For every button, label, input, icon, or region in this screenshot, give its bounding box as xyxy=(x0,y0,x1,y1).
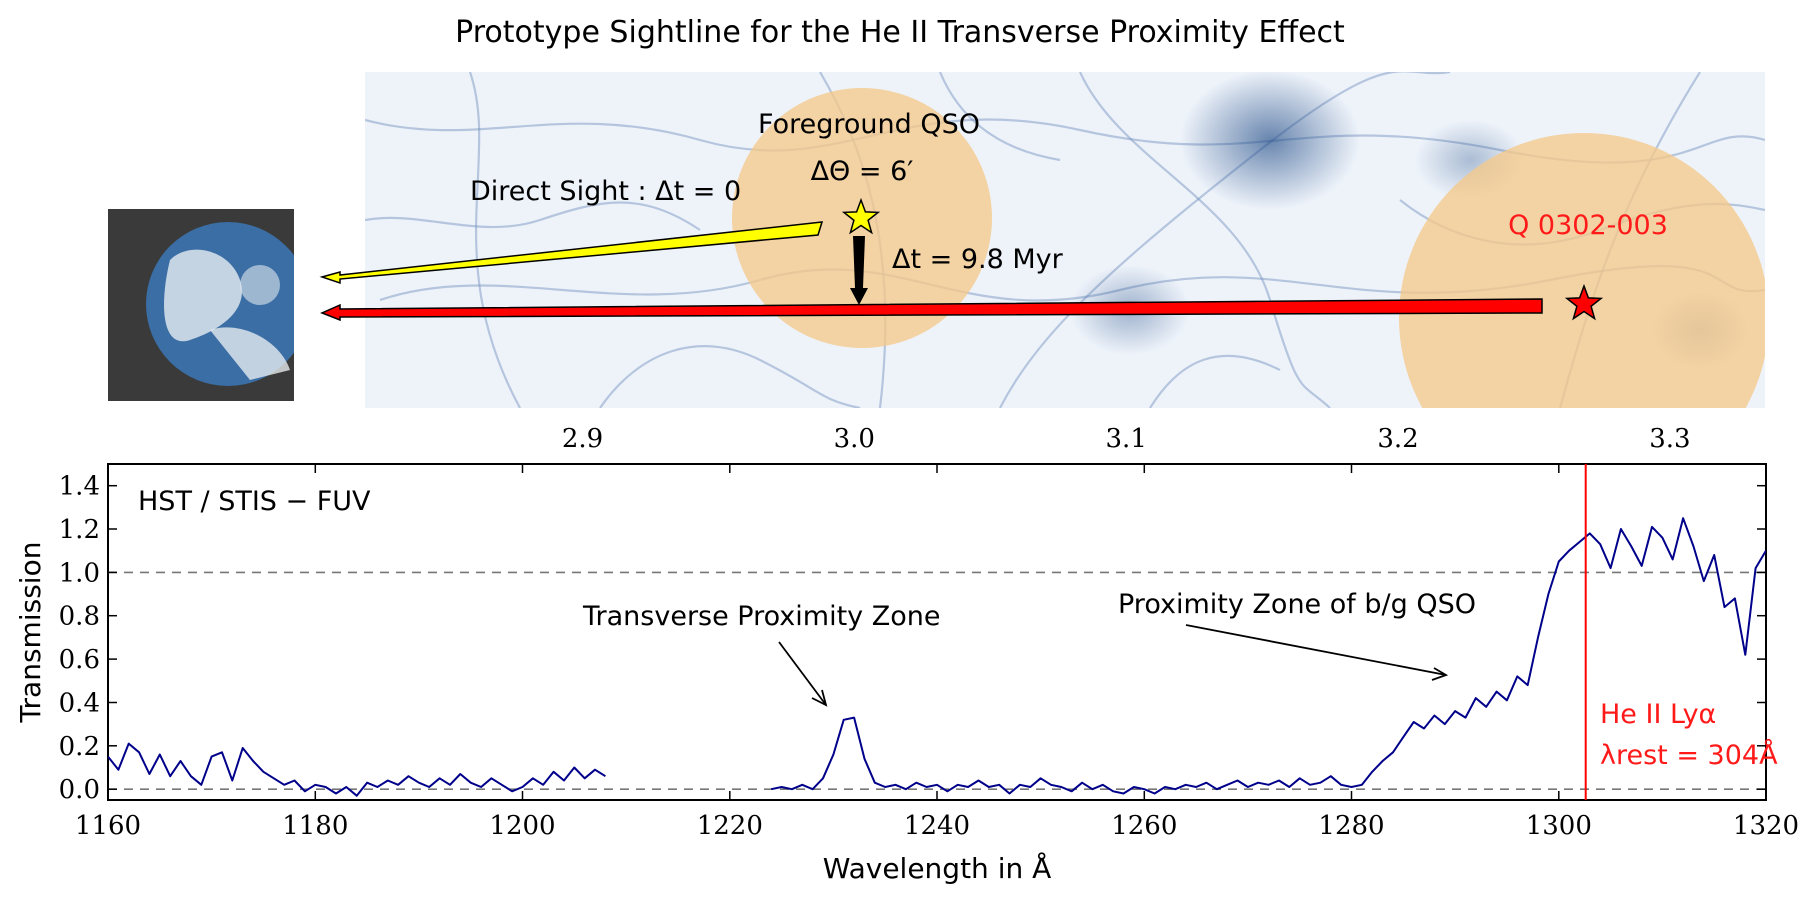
y-tick-label: 0.8 xyxy=(59,602,100,632)
x-tick-label: 1200 xyxy=(489,811,555,841)
x-tick-label: 1280 xyxy=(1318,811,1384,841)
earth-image xyxy=(108,209,294,401)
y-axis-label: Transmission xyxy=(14,542,47,724)
x-tick-label: 1300 xyxy=(1526,811,1592,841)
y-axis: 0.0 0.2 0.4 0.6 0.8 1.0 1.2 1.4 xyxy=(59,472,1766,805)
redshift-axis: 2.9 3.0 3.1 3.2 3.3 xyxy=(562,424,1691,454)
x-axis-label: Wavelength in Å xyxy=(823,851,1052,885)
x-tick-label: 1260 xyxy=(1111,811,1177,841)
foreground-qso-label: Foreground QSO xyxy=(758,109,980,140)
y-tick-label: 1.4 xyxy=(59,472,100,502)
lambda-rest-label: λrest = 304Å xyxy=(1600,739,1778,771)
z-tick-label: 3.1 xyxy=(1106,424,1147,454)
background-proximity-zone xyxy=(1399,133,1765,408)
spectrum-series xyxy=(108,517,1766,797)
direct-sight-arrow xyxy=(319,221,824,285)
spectrum-line-2 xyxy=(770,517,1766,795)
background-qso-label: Q 0302-003 xyxy=(1508,210,1668,241)
y-tick-label: 0.2 xyxy=(59,732,100,762)
annotation-bg-zone: Proximity Zone of b/g QSO xyxy=(1118,589,1476,620)
lya-label: He II Lyα xyxy=(1600,699,1716,730)
annotation-transverse-zone: Transverse Proximity Zone xyxy=(582,601,940,632)
z-tick-label: 2.9 xyxy=(562,424,603,454)
delta-t-label: Δt = 9.8 Myr xyxy=(892,244,1064,275)
y-tick-label: 0.0 xyxy=(59,775,100,805)
y-tick-label: 1.0 xyxy=(59,558,100,588)
reference-lines xyxy=(108,571,1766,791)
spectrum-line-1 xyxy=(108,742,606,797)
x-tick-label: 1220 xyxy=(697,811,763,841)
spectrum-plot: 1160 1180 1200 1220 1240 1260 1280 1300 1320 0.0… xyxy=(14,463,1799,885)
x-tick-label: 1160 xyxy=(75,811,141,841)
plot-frame xyxy=(107,463,1767,801)
galaxy-cluster xyxy=(1180,72,1360,210)
z-tick-label: 3.3 xyxy=(1649,424,1690,454)
z-tick-label: 3.0 xyxy=(834,424,875,454)
annotation-bg-arrow xyxy=(1185,624,1447,676)
y-tick-label: 1.2 xyxy=(59,515,100,545)
background-qso-star-icon xyxy=(1564,283,1604,321)
y-tick-label: 0.6 xyxy=(59,645,100,675)
annotation-transverse-arrow xyxy=(778,641,827,706)
z-tick-label: 3.2 xyxy=(1377,424,1418,454)
direct-sight-label: Direct Sight : Δt = 0 xyxy=(470,176,741,207)
foreground-qso-star-icon xyxy=(841,197,881,235)
x-tick-label: 1320 xyxy=(1733,811,1799,841)
delta-theta-label: ΔΘ = 6′ xyxy=(811,156,914,187)
y-tick-label: 0.4 xyxy=(59,689,100,719)
x-tick-label: 1180 xyxy=(282,811,348,841)
x-axis: 1160 1180 1200 1220 1240 1260 1280 1300 1320 xyxy=(75,464,1799,841)
figure-title: Prototype Sightline for the He II Transv… xyxy=(455,15,1345,50)
instrument-label: HST / STIS − FUV xyxy=(138,486,371,517)
background-sightline-arrow xyxy=(320,298,1543,322)
x-tick-label: 1240 xyxy=(904,811,970,841)
light-travel-arrow xyxy=(850,236,868,305)
